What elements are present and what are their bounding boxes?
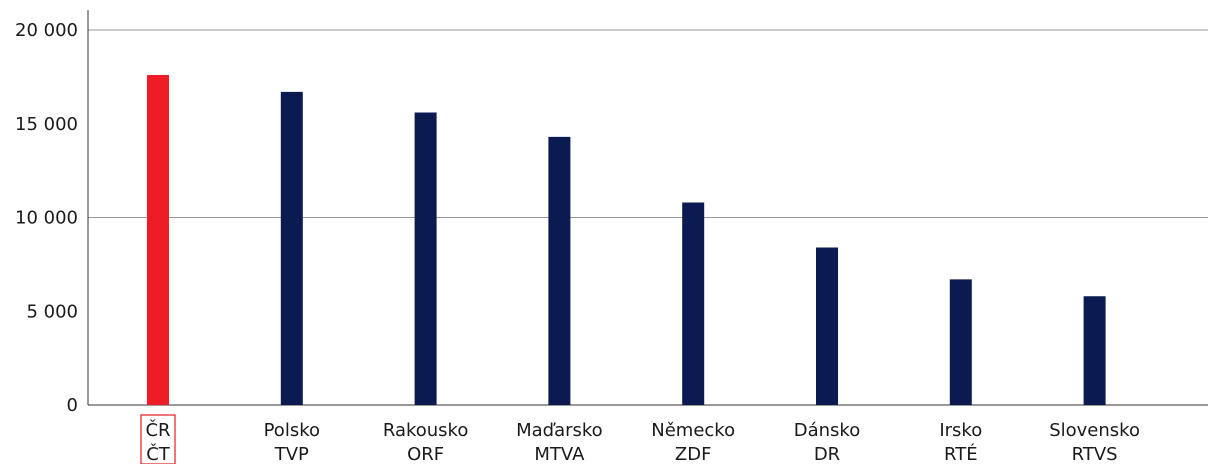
x-tick-label: Rakousko: [383, 420, 469, 441]
y-tick-label: 10 000: [15, 208, 78, 229]
bar-německo: [682, 202, 705, 405]
bar-rakousko: [414, 112, 437, 405]
x-tick-label: Německo: [651, 420, 735, 441]
x-label-group: Maďarsko MTVA: [516, 420, 603, 464]
bar-maďarsko: [548, 136, 571, 405]
x-tick-label: Polsko: [264, 420, 320, 441]
x-label-group: Dánsko DR: [794, 420, 860, 464]
x-tick-label: RTVS: [1072, 444, 1118, 464]
x-tick-label: Slovensko: [1049, 420, 1140, 441]
x-label-group: Slovensko RTVS: [1049, 420, 1140, 464]
x-tick-label: ORF: [407, 444, 444, 464]
y-axis-ticks: 0 5 000 10 000 15 000 20 000: [15, 20, 78, 416]
y-tick-label: 15 000: [15, 114, 78, 135]
bar-dánsko: [816, 247, 838, 405]
x-tick-label: Maďarsko: [516, 420, 603, 441]
x-tick-label: ČT: [146, 443, 171, 464]
x-tick-label: DR: [814, 444, 840, 464]
y-tick-label: 20 000: [15, 20, 78, 41]
bars: [147, 75, 1106, 405]
x-tick-label: ČR: [145, 419, 170, 441]
x-label-group: Německo ZDF: [651, 420, 735, 464]
bar-irsko: [949, 279, 972, 405]
x-tick-label: Dánsko: [794, 420, 860, 441]
x-tick-label: Irsko: [939, 420, 982, 441]
x-tick-label: ZDF: [675, 444, 712, 464]
y-tick-label: 5 000: [26, 301, 78, 322]
x-label-group: Polsko TVP: [264, 420, 320, 464]
highlight-label-box: [140, 414, 176, 464]
bar-polsko: [280, 91, 303, 405]
bar-čr: [147, 75, 169, 405]
axes: [87, 10, 1208, 406]
x-tick-label: MTVA: [534, 444, 585, 464]
x-label-group: Rakousko ORF: [383, 420, 469, 464]
x-tick-label: TVP: [274, 444, 309, 464]
y-tick-label: 0: [67, 395, 78, 416]
bar-slovensko: [1083, 296, 1106, 405]
gridlines: [88, 29, 1208, 218]
x-tick-label: RTÉ: [944, 443, 978, 464]
